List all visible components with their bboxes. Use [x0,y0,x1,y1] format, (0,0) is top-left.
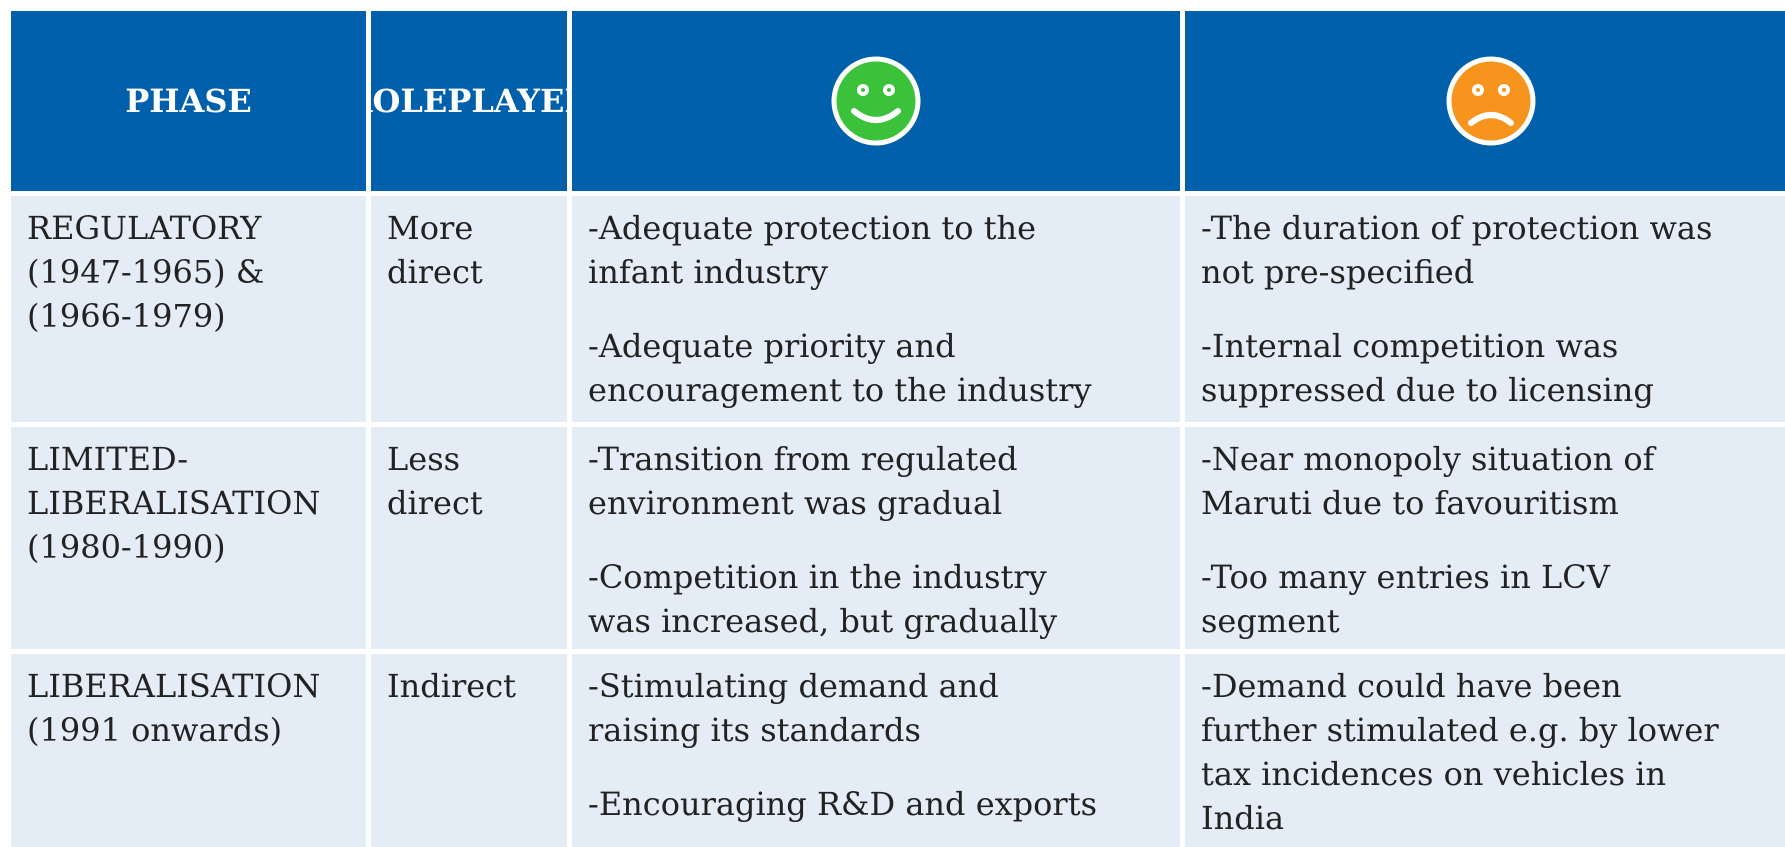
text-line: raising its standards [588,711,921,749]
text-line: PLAYED [447,82,567,120]
text-line: Indirect [387,667,516,705]
paragraph: -Near monopoly situation of Maruti due to… [1201,437,1785,525]
paragraph: -Transition from regulated environment wa… [588,437,1180,525]
text-line: Maruti due to favouritism [1201,484,1619,522]
role-cell: Less direct [371,427,567,649]
sad-face-icon [1446,56,1536,146]
text-line: tax incidences on vehicles in [1201,755,1667,793]
paragraph: -Adequate protection to the infant indust… [588,206,1180,294]
paragraph: -Stimulating demand and raising its stand… [588,664,1180,752]
text-line: segment [1201,602,1340,640]
text-line: encouragement to the industry [588,371,1092,409]
paragraph: -The duration of protection was not pre-s… [1201,206,1785,294]
paragraph: -Adequate priority and encouragement to t… [588,324,1180,412]
text-line: -The duration of protection was [1201,209,1713,247]
text-line: direct [387,253,483,291]
text-line: suppressed due to licensing [1201,371,1654,409]
header-phase: PHASE [11,11,366,191]
text-line: direct [387,484,483,522]
text-line: More [387,209,474,247]
text-line: ROLE [371,82,448,120]
text-line: (1966-1979) [27,297,226,335]
header-role: ROLEPLAYED [371,11,567,191]
header-positive [572,11,1180,191]
text-line: -Encouraging R&D and exports [588,785,1097,823]
text-line: -Demand could have been [1201,667,1622,705]
text-line: -Competition in the industry [588,558,1047,596]
text-line: -Adequate priority and [588,327,956,365]
text-line: (1991 onwards) [27,711,283,749]
paragraph: -Demand could have been further stimulate… [1201,664,1785,840]
text-line: REGULATORY [27,209,262,247]
cons-cell: -Near monopoly situation of Maruti due to… [1185,427,1785,649]
text-line: (1947-1965) & [27,253,265,291]
header-negative [1185,11,1785,191]
text-line: -Stimulating demand and [588,667,999,705]
role-cell: More direct [371,196,567,422]
phase-cell: LIMITED- LIBERALISATION (1980-1990) [11,427,366,649]
text-line: -Near monopoly situation of [1201,440,1655,478]
text-line: (1980-1990) [27,528,226,566]
table: PHASE ROLEPLAYED REGULATORY (1947-1965) &… [11,11,1785,847]
happy-face-icon [831,56,921,146]
text-line: further stimulated e.g. by lower [1201,711,1719,749]
pros-cell: -Stimulating demand and raising its stand… [572,654,1180,847]
text-line: -Internal competition was [1201,327,1619,365]
phase-cell: LIBERALISATION (1991 onwards) [11,654,366,847]
text-line: India [1201,799,1285,837]
text-line: -Transition from regulated [588,440,1018,478]
header-text: PHASE [125,82,252,120]
text-line: LIMITED- [27,440,189,478]
phase-cell: REGULATORY (1947-1965) & (1966-1979) [11,196,366,422]
paragraph: -Internal competition was suppressed due … [1201,324,1785,412]
text-line: LIBERALISATION [27,667,321,705]
text-line: environment was gradual [588,484,1003,522]
text-line: was increased, but gradually [588,602,1058,640]
text-line: Less [387,440,461,478]
role-cell: Indirect [371,654,567,847]
text-line: infant industry [588,253,828,291]
cons-cell: -The duration of protection was not pre-s… [1185,196,1785,422]
pros-cell: -Transition from regulated environment wa… [572,427,1180,649]
text-line: -Too many entries in LCV [1201,558,1610,596]
paragraph: -Too many entries in LCV segment [1201,555,1785,643]
cons-cell: -Demand could have been further stimulate… [1185,654,1785,847]
pros-cell: -Adequate protection to the infant indust… [572,196,1180,422]
paragraph: -Encouraging R&D and exports [588,782,1180,826]
text-line: LIBERALISATION [27,484,321,522]
paragraph: -Competition in the industry was increase… [588,555,1180,643]
text-line: not pre-specified [1201,253,1475,291]
text-line: -Adequate protection to the [588,209,1037,247]
